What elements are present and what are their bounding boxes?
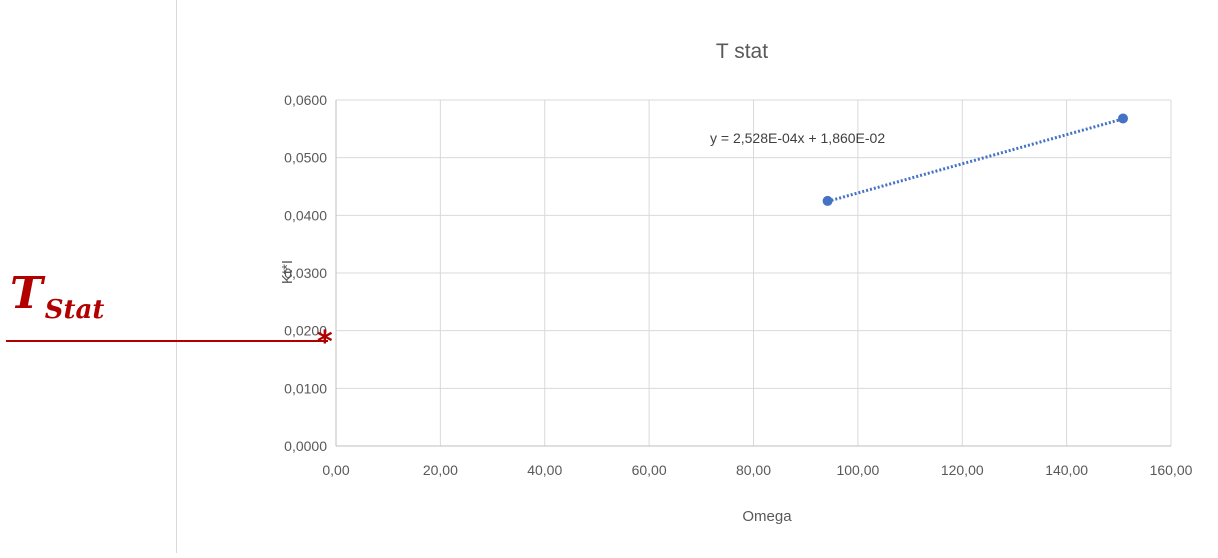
y-tick-label: 0,0200 <box>284 323 327 339</box>
chart-title: T stat <box>716 40 768 63</box>
chart-svg: T stat 0,00000,01000,02000,03000,04000,0… <box>279 40 1193 525</box>
y-tick-label: 0,0400 <box>284 207 327 223</box>
t-stat-main-symbol: T <box>10 268 43 319</box>
y-tick-label: 0,0600 <box>284 92 327 108</box>
x-tick-label: 160,00 <box>1150 462 1193 478</box>
y-tick-label: 0,0000 <box>284 438 327 454</box>
t-stat-subscript: Stat <box>44 295 105 325</box>
data-point <box>822 195 833 206</box>
x-tick-label: 60,00 <box>632 462 667 478</box>
x-tick-label: 100,00 <box>836 462 879 478</box>
data-points <box>822 113 1128 206</box>
tick-labels: 0,0000 0,0100 0,0200 0,0300 0,0400 0,0500 0,06… <box>284 92 1192 478</box>
t-stat-annotation-label: TStat <box>10 272 104 324</box>
x-tick-label: 0,00 <box>322 462 349 478</box>
y-tick-label: 0,0100 <box>284 380 327 396</box>
t-stat-annotation-line <box>6 340 328 342</box>
chart-frame: T stat 0,0000 0,0100 0,0200 0,0300 0,0400 0,0… <box>176 0 1218 553</box>
trendline-equation: y = 2,528E-04x + 1,860E-02 <box>710 130 885 146</box>
axes <box>335 100 1171 447</box>
y-tick-label: 0,0300 <box>284 265 327 281</box>
x-tick-label: 80,00 <box>736 462 771 478</box>
y-axis-title: Kt*I <box>279 260 296 284</box>
x-tick-label: 140,00 <box>1045 462 1088 478</box>
x-axis-title: Omega <box>742 508 792 525</box>
grid-lines <box>336 99 1172 446</box>
x-tick-label: 120,00 <box>941 462 984 478</box>
y-tick-label: 0,0500 <box>284 150 327 166</box>
trendline <box>827 117 1124 203</box>
trendline-path <box>827 117 1124 203</box>
t-stat-asterisk-marker: * <box>317 325 333 360</box>
x-tick-label: 20,00 <box>423 462 458 478</box>
x-tick-label: 40,00 <box>527 462 562 478</box>
data-point <box>1117 113 1128 124</box>
